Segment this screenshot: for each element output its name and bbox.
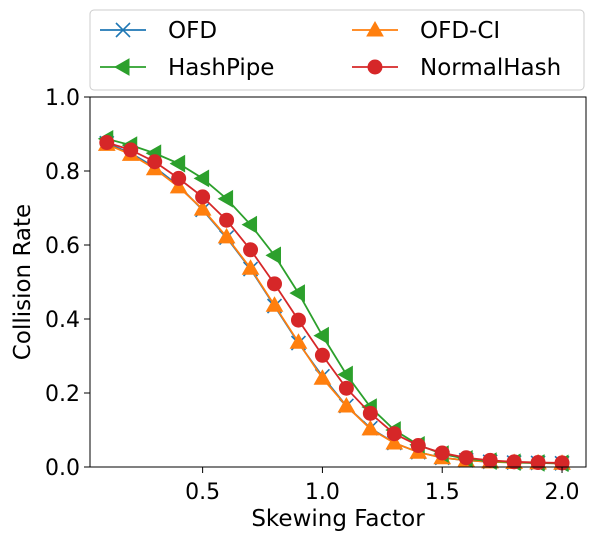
- data-point-normalhash: [219, 212, 235, 228]
- data-point-hashpipe: [313, 326, 329, 345]
- data-point-normalhash: [506, 454, 522, 470]
- data-point-ofd-ci: [217, 227, 236, 244]
- data-point-normalhash: [147, 154, 163, 170]
- legend: OFD OFD-CI HashPipe NormalHash: [89, 9, 585, 91]
- series-hashpipe: [97, 129, 569, 473]
- data-point-ofd-ci: [385, 433, 404, 450]
- series-ofd: [99, 135, 570, 471]
- x-tick-label: 0.5: [185, 480, 220, 505]
- plot-area-frame: [89, 96, 587, 468]
- data-point-normalhash: [530, 455, 546, 471]
- series-ofd-ci: [97, 135, 571, 470]
- data-point-normalhash: [267, 276, 283, 292]
- x-tick-label: 1.0: [305, 480, 340, 505]
- data-point-ofd-ci: [241, 259, 260, 275]
- y-axis: 0.0 0.2 0.4 0.6 0.8 1.0: [45, 86, 90, 481]
- x-tick-label: 1.5: [425, 480, 460, 505]
- data-point-normalhash: [410, 438, 426, 454]
- data-point-ofd-ci: [313, 369, 332, 385]
- legend-entry-ofd-ci: OFD-CI: [352, 18, 500, 44]
- x-axis: 0.5 1.0 1.5 2.0: [185, 467, 580, 505]
- data-point-normalhash: [123, 142, 139, 158]
- data-point-hashpipe: [169, 154, 186, 173]
- y-axis-label: Collision Rate: [10, 204, 36, 360]
- x-tick-label: 2.0: [545, 480, 580, 505]
- legend-marker-ofd: [115, 22, 131, 38]
- x-axis-label: Skewing Factor: [251, 506, 425, 532]
- data-point-ofd-ci: [289, 333, 308, 349]
- data-point-normalhash: [434, 445, 450, 461]
- y-tick-label: 0.4: [45, 308, 80, 333]
- legend-marker-normalhash: [367, 59, 383, 75]
- data-point-normalhash: [338, 380, 354, 396]
- data-point-ofd-ci: [361, 419, 380, 436]
- series-layer: [97, 129, 571, 473]
- legend-entry-normalhash: NormalHash: [352, 55, 561, 81]
- y-tick-label: 0.2: [45, 382, 80, 407]
- data-point-normalhash: [99, 135, 115, 151]
- legend-marker-ofd-ci: [366, 20, 384, 37]
- data-point-normalhash: [386, 426, 402, 442]
- data-point-normalhash: [362, 405, 378, 421]
- legend-label: NormalHash: [420, 55, 561, 81]
- y-tick-label: 0.8: [45, 160, 80, 185]
- data-point-normalhash: [314, 347, 330, 363]
- y-tick-label: 0.6: [45, 234, 80, 259]
- y-tick-label: 1.0: [45, 86, 80, 111]
- data-point-normalhash: [171, 170, 187, 186]
- data-point-ofd-ci: [337, 396, 356, 413]
- legend-marker-hashpipe: [113, 58, 130, 76]
- legend-label: HashPipe: [168, 55, 274, 81]
- series-normalhash: [99, 135, 570, 471]
- legend-entry-hashpipe: HashPipe: [100, 55, 274, 81]
- data-point-ofd-ci: [169, 177, 188, 194]
- data-point-hashpipe: [289, 284, 305, 302]
- data-point-normalhash: [290, 312, 306, 328]
- legend-label: OFD-CI: [420, 18, 500, 44]
- data-point-hashpipe: [337, 365, 353, 384]
- data-point-hashpipe: [241, 215, 258, 234]
- data-point-normalhash: [243, 242, 259, 258]
- legend-entry-ofd: OFD: [100, 18, 217, 44]
- legend-label: OFD: [168, 18, 217, 44]
- data-point-hashpipe: [217, 189, 234, 208]
- data-point-normalhash: [482, 452, 498, 468]
- data-point-ofd-ci: [265, 296, 284, 312]
- data-point-normalhash: [195, 189, 211, 205]
- data-point-ofd-ci: [193, 200, 212, 216]
- y-tick-label: 0.0: [45, 456, 80, 481]
- legend-box: [89, 9, 585, 91]
- data-point-hashpipe: [265, 246, 282, 265]
- data-point-hashpipe: [193, 169, 210, 188]
- data-point-normalhash: [458, 450, 474, 466]
